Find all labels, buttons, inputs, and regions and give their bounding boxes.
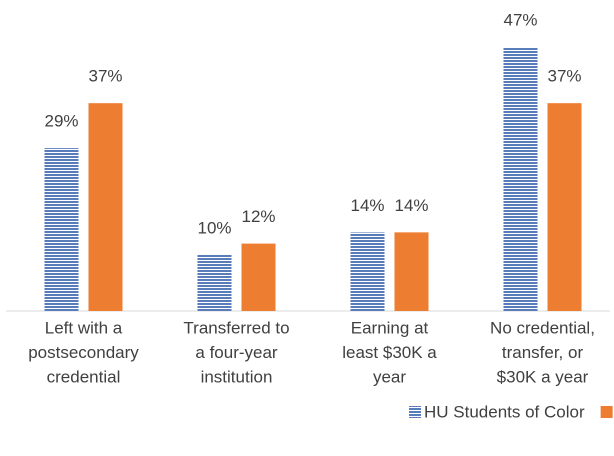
bar (88, 103, 123, 311)
data-label: 37% (88, 67, 122, 86)
bar (503, 47, 538, 311)
x-tick-label: Left with a (45, 318, 123, 337)
bar (44, 148, 79, 311)
x-tick-label: transfer, or (502, 343, 584, 362)
data-label: 10% (197, 218, 231, 237)
x-tick-label: a four-year (195, 343, 278, 362)
data-label: 14% (394, 196, 428, 215)
x-tick-label: postsecondary (28, 343, 139, 362)
data-label: 47% (503, 10, 537, 29)
bar (197, 254, 232, 311)
data-label: 14% (350, 196, 384, 215)
data-label: 29% (44, 112, 78, 131)
x-tick-label: credential (47, 367, 121, 386)
x-tick-label: least $30K a (342, 343, 437, 362)
bar (241, 243, 276, 311)
legend-swatch (600, 406, 613, 418)
bar (394, 232, 429, 311)
x-tick-label: year (373, 367, 406, 386)
legend-swatch (409, 406, 421, 418)
legend-label: HU Students of Color (424, 402, 585, 421)
x-tick-label: institution (201, 367, 273, 386)
bar (350, 232, 385, 311)
x-tick-label: No credential, (490, 318, 595, 337)
x-tick-label: $30K a year (497, 367, 589, 386)
data-label: 37% (547, 67, 581, 86)
x-tick-label: Transferred to (183, 318, 289, 337)
x-tick-label: Earning at (351, 318, 429, 337)
bar (547, 103, 582, 311)
data-label: 12% (241, 207, 275, 226)
